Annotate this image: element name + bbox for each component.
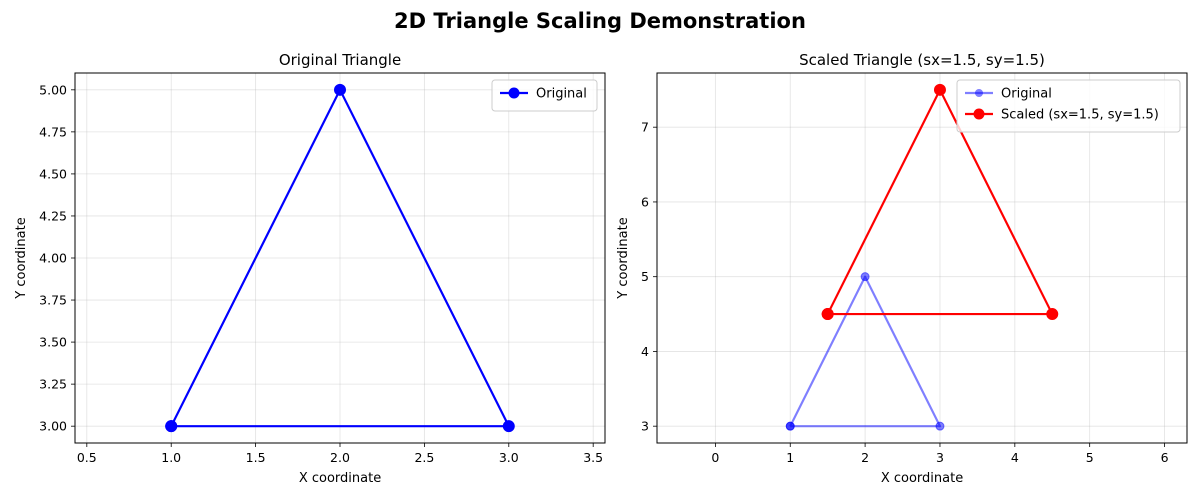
plot-frame	[656, 72, 1188, 444]
x-tick-label: 2.5	[414, 450, 434, 465]
y-tick-label: 6	[641, 194, 649, 209]
original-original-line	[170, 88, 510, 428]
x-tick-label: 3.0	[499, 450, 519, 465]
y-tick-label: 4	[641, 344, 649, 359]
x-tick-label: 3.5	[583, 450, 603, 465]
scaled-scaled-sx-1-5-sy-1-5-point	[821, 308, 834, 321]
y-tick-label: 3.75	[39, 293, 67, 308]
x-tick-label: 3	[936, 450, 944, 465]
legend-marker-swatch	[973, 108, 985, 120]
legend: Original	[491, 79, 598, 112]
original-original-point	[165, 420, 178, 433]
legend-marker-swatch	[508, 87, 520, 99]
legend-box	[491, 79, 598, 112]
original-original-point	[334, 83, 346, 96]
x-tick-label: 0.5	[77, 450, 97, 465]
x-tick-label: 5	[1086, 450, 1094, 465]
legend-label: Original	[1001, 87, 1052, 102]
x-tick-label: 4	[1011, 450, 1019, 465]
x-tick-label: 1.5	[246, 450, 266, 465]
scaled-original-point	[860, 272, 870, 282]
legend: Original Scaled (sx=1.5, sy=1.5)	[956, 79, 1181, 133]
x-axis-label: X coordinate	[881, 471, 963, 486]
original-triangle-panel: 0.5 1.0 1.5 2.0 2.5 3.0 3.5 3.00 3.25 3.50 3.75 4.0…	[14, 51, 606, 486]
y-tick-label: 3.25	[39, 377, 67, 392]
y-tick-label: 4.25	[39, 208, 67, 223]
y-tick-label: 5	[641, 269, 649, 284]
legend-marker-swatch	[975, 89, 983, 97]
axes-title: Original Triangle	[279, 51, 401, 69]
x-tick-label: 6	[1161, 450, 1169, 465]
y-axis-label: Y coordinate	[616, 217, 631, 299]
scaled-scaled-sx-1-5-sy-1-5-line	[826, 88, 1054, 316]
legend-label: Original	[536, 87, 587, 102]
x-tick-label: 1.0	[161, 450, 181, 465]
x-tick-label: 2	[861, 450, 869, 465]
y-tick-label: 3.50	[39, 335, 67, 350]
scaled-original-point	[935, 421, 945, 431]
axes-title: Scaled Triangle (sx=1.5, sy=1.5)	[799, 51, 1045, 69]
scaled-scaled-sx-1-5-sy-1-5-point	[933, 83, 946, 96]
x-axis-label: X coordinate	[299, 471, 381, 486]
figure-title: 2D Triangle Scaling Demonstration	[394, 9, 806, 33]
y-axis-label: Y coordinate	[14, 217, 29, 299]
original-original-point	[502, 420, 515, 433]
x-tick-label: 2.0	[330, 450, 350, 465]
y-tick-label: 3	[641, 419, 649, 434]
y-tick-label: 4.50	[39, 166, 67, 181]
scaled-triangle-panel: 0 1 2 3 4 5 6 3 4 5 6 7 Scaled Triangle (sx=1.5, sy=…	[616, 51, 1188, 486]
y-tick-label: 5.00	[39, 82, 67, 97]
x-tick-label: 1	[786, 450, 794, 465]
scaled-original-point	[785, 421, 795, 431]
y-tick-label: 4.75	[39, 124, 67, 139]
scaled-original-line	[789, 275, 942, 428]
legend-box	[956, 79, 1181, 133]
legend-label: Scaled (sx=1.5, sy=1.5)	[1001, 108, 1159, 123]
scaled-scaled-sx-1-5-sy-1-5-point	[1046, 308, 1059, 321]
y-tick-label: 4.00	[39, 251, 67, 266]
y-tick-label: 7	[641, 120, 649, 135]
y-tick-label: 3.00	[39, 419, 67, 434]
x-tick-label: 0	[711, 450, 719, 465]
